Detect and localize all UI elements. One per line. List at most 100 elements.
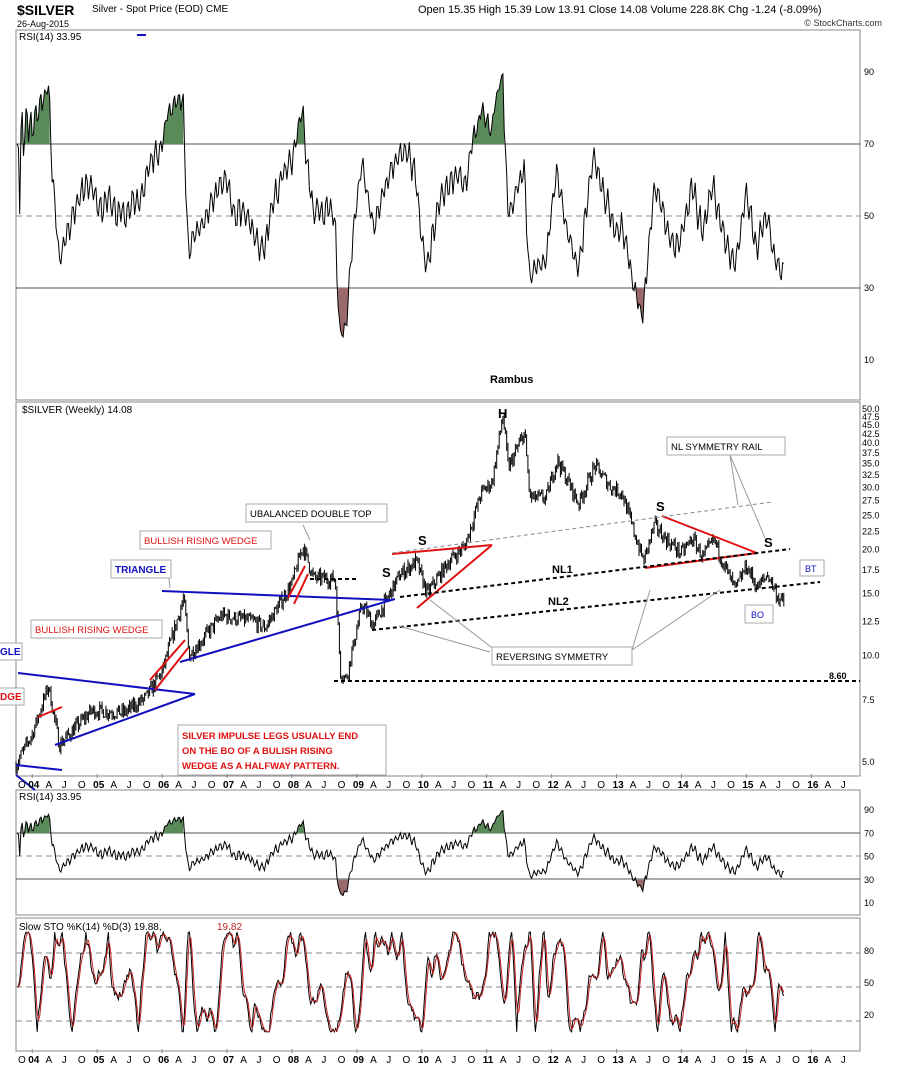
old-triangle-edge	[15, 774, 36, 791]
annotation-bt: BT	[799, 559, 825, 577]
red-wedge-1b	[154, 647, 189, 691]
rsi2-tick-label: 70	[864, 828, 874, 838]
month-label: A	[110, 780, 117, 791]
month-label: J	[711, 1055, 716, 1066]
month-label: A	[825, 1055, 832, 1066]
month-label: O	[78, 780, 86, 791]
rsi2-overbought-fill	[473, 810, 505, 834]
price-tick-label: 22.5	[862, 526, 880, 536]
nl2-line	[371, 581, 821, 631]
price-tick-label: 12.5	[862, 617, 880, 627]
month-label: J	[256, 1055, 261, 1066]
rsi-overbought-fill	[473, 73, 505, 144]
month-label: O	[467, 780, 475, 791]
year-label: 15	[742, 780, 754, 791]
month-label: J	[321, 1055, 326, 1066]
year-label: 12	[548, 1055, 560, 1066]
svg-text:UBALANCED DOUBLE TOP: UBALANCED DOUBLE TOP	[250, 509, 372, 520]
year-label: 16	[807, 1055, 819, 1066]
month-label: O	[727, 1055, 735, 1066]
month-label: O	[273, 780, 281, 791]
month-label: J	[646, 1055, 651, 1066]
annotation-wedge-left: DGE	[0, 687, 25, 706]
annotation-nl-rail: NL SYMMETRY RAIL	[666, 436, 786, 456]
month-label: O	[403, 780, 411, 791]
year-label: 06	[158, 780, 170, 791]
month-label: J	[776, 780, 781, 791]
month-label: O	[403, 1055, 411, 1066]
svg-text:NL SYMMETRY RAIL: NL SYMMETRY RAIL	[671, 442, 763, 453]
month-label: J	[581, 780, 586, 791]
month-label: O	[78, 1055, 86, 1066]
year-label: 08	[288, 780, 300, 791]
month-label: O	[532, 1055, 540, 1066]
month-label: O	[208, 1055, 216, 1066]
rsi-top-series	[16, 72, 784, 339]
rambus-label: Rambus	[490, 374, 533, 386]
year-label: 12	[548, 780, 560, 791]
label-s-3: S	[656, 499, 665, 514]
rsi-top-label: RSI(14) 33.95	[19, 32, 82, 43]
month-label: O	[338, 780, 346, 791]
month-label: J	[581, 1055, 586, 1066]
chart-subtitle: Silver - Spot Price (EOD) CME	[92, 4, 229, 15]
label-s-2: S	[382, 565, 391, 580]
sto-ticks: 80 50 20	[864, 946, 874, 1020]
month-label: O	[143, 780, 151, 791]
price-tick-label: 32.5	[862, 470, 880, 480]
price-series	[15, 413, 785, 775]
old-triangle-lower	[54, 693, 196, 746]
chart-date: 26-Aug-2015	[17, 19, 70, 29]
month-label: O	[662, 1055, 670, 1066]
pointer-rs-2	[429, 599, 496, 651]
rsi-bottom-series	[16, 809, 784, 897]
month-label: O	[143, 1055, 151, 1066]
label-nl1: NL1	[552, 564, 573, 576]
svg-text:BULLISH RISING WEDGE: BULLISH RISING WEDGE	[35, 625, 149, 636]
month-label: A	[760, 780, 767, 791]
label-860: 8.60	[829, 671, 847, 681]
rsi2-tick-label: 10	[864, 898, 874, 908]
month-label: A	[630, 1055, 637, 1066]
month-label: J	[386, 1055, 391, 1066]
red-wedge-2b	[293, 573, 309, 605]
year-label: 14	[677, 1055, 689, 1066]
price-panel	[15, 401, 861, 777]
month-label: O	[18, 1055, 26, 1066]
svg-text:TRIANGLE: TRIANGLE	[115, 565, 166, 576]
month-label: O	[208, 780, 216, 791]
month-label: J	[321, 780, 326, 791]
rsi-bottom-panel	[15, 789, 861, 916]
sto-d-line	[17, 931, 785, 1033]
red-wedge-2a	[287, 565, 306, 599]
year-label: 11	[483, 780, 494, 791]
month-label: O	[273, 1055, 281, 1066]
year-label: 07	[223, 780, 235, 791]
pointer-rail-1	[729, 454, 739, 506]
svg-text:ON THE BO OF A BULISH RISING: ON THE BO OF A BULISH RISING	[182, 746, 333, 757]
nl1-line	[399, 548, 791, 598]
rsi-oversold-fill	[338, 288, 349, 337]
price-tick-label: 47.5	[862, 412, 880, 422]
rsi-tick-label: 90	[864, 67, 874, 77]
month-label: A	[760, 1055, 767, 1066]
svg-text:WEDGE AS A HALFWAY PATTERN.: WEDGE AS A HALFWAY PATTERN.	[182, 761, 339, 772]
month-label: J	[451, 1055, 456, 1066]
year-label: 16	[807, 780, 819, 791]
year-label: 10	[418, 780, 430, 791]
chart-symbol: $SILVER	[17, 2, 75, 18]
rsi-tick-label: 30	[864, 283, 874, 293]
annotation-impulse: SILVER IMPULSE LEGS USUALLY END ON THE B…	[177, 724, 387, 776]
month-label: A	[370, 780, 377, 791]
month-label: A	[305, 780, 312, 791]
ohlc-summary: Open 15.35 High 15.39 Low 13.91 Close 14…	[418, 4, 822, 16]
month-label: J	[646, 780, 651, 791]
old-triangle-base	[15, 764, 63, 771]
sto-panel	[15, 917, 861, 1052]
sto-tick-label: 20	[864, 1010, 874, 1020]
month-label: J	[256, 780, 261, 791]
triangle-upper-line	[161, 590, 391, 601]
rsi2-oversold-fill	[636, 879, 644, 892]
year-label: 14	[677, 780, 689, 791]
price-tick-label: 20.0	[862, 544, 880, 554]
